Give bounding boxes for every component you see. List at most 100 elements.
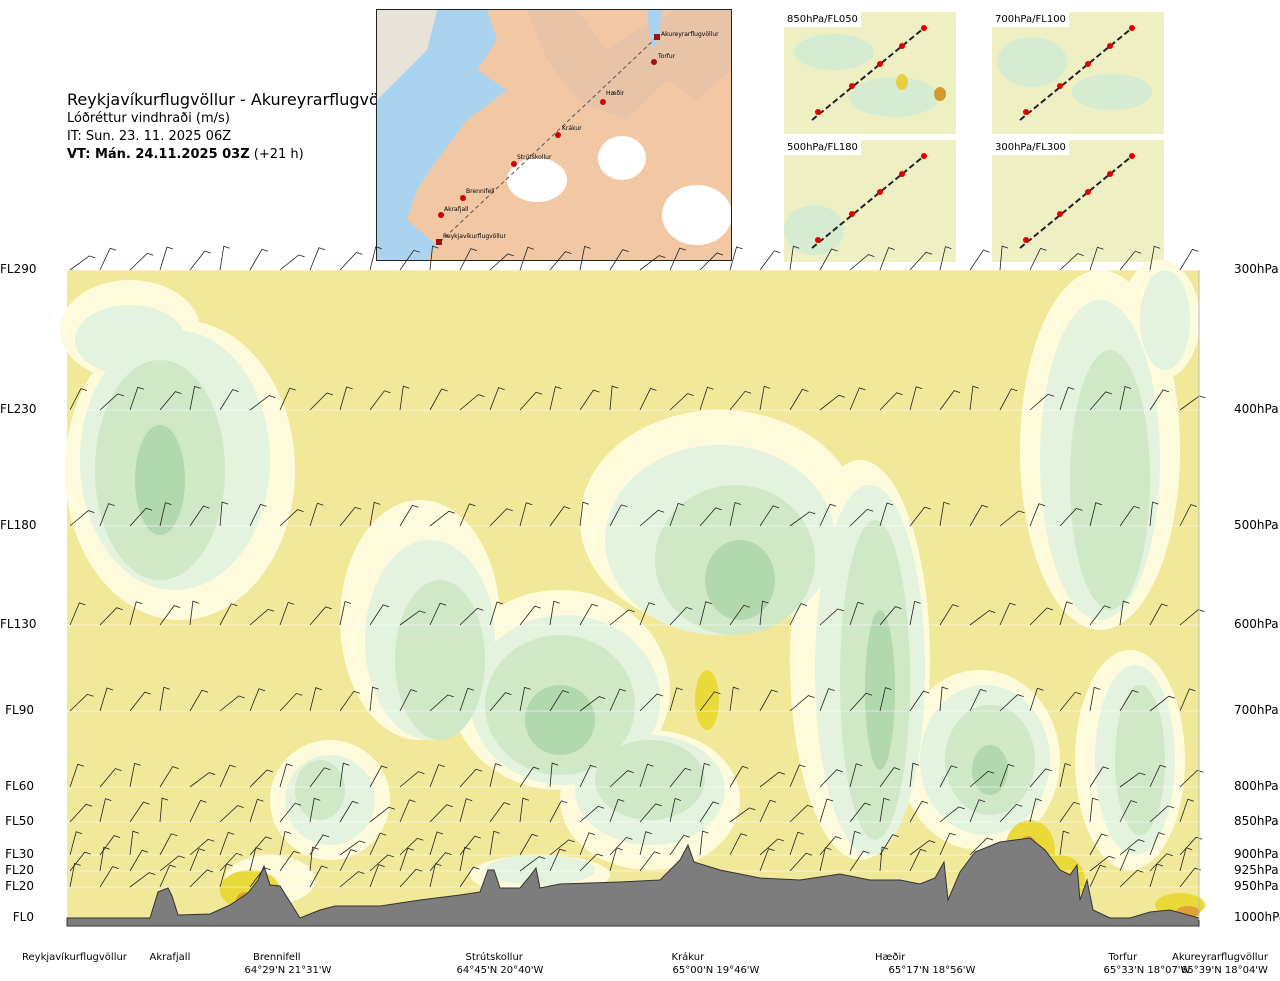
wind-barb: [339, 251, 363, 271]
wind-barb: [969, 799, 986, 823]
location-coordinates: 65°17'N 18°56'W: [888, 965, 976, 976]
wind-barb: [1119, 505, 1140, 527]
wind-barb: [1119, 385, 1132, 411]
wind-barb: [909, 251, 933, 271]
wind-barb: [429, 804, 453, 823]
panel-850-map: [784, 12, 956, 134]
wind-barb: [459, 503, 476, 527]
wind-barb: [939, 686, 949, 712]
wind-barb: [639, 509, 665, 527]
wind-barb: [669, 687, 683, 712]
wind-barb: [999, 803, 1023, 823]
wind-barb: [1059, 801, 1080, 823]
wind-barb: [189, 848, 206, 872]
wind-barb: [309, 797, 321, 823]
left-axis-label: FL50: [5, 814, 34, 828]
wind-barb: [1119, 869, 1144, 888]
wind-barb: [279, 509, 304, 527]
left-axis-label: FL130: [0, 617, 37, 631]
wind-barb: [1089, 605, 1111, 626]
left-axis-label: FL290: [0, 262, 37, 276]
wind-barb: [639, 803, 662, 823]
wind-barb: [399, 868, 423, 888]
wind-barb: [699, 762, 711, 788]
wind-barb: [819, 688, 835, 712]
wind-barb: [399, 847, 414, 872]
wind-barb: [999, 388, 1018, 411]
wind-barb: [129, 830, 140, 856]
lead-time: (+21 h): [253, 147, 304, 162]
wind-barb: [939, 604, 959, 626]
wind-barb: [759, 600, 769, 626]
wind-barb: [729, 501, 742, 527]
wind-barb: [99, 835, 121, 856]
right-axis-label: 850hPa: [1234, 814, 1279, 828]
wind-barb: [1149, 805, 1174, 823]
route-points: [436, 34, 660, 245]
wind-barb: [309, 767, 331, 788]
wind-barb: [339, 871, 365, 888]
wind-barb: [789, 603, 808, 626]
right-axis-label: 800hPa: [1234, 779, 1279, 793]
wind-barb: [759, 838, 784, 856]
wind-barb: [69, 602, 86, 626]
location-name: Reykjavíkurflugvöllur: [22, 952, 127, 963]
map-point-haedir: [600, 99, 606, 105]
wind-barb: [699, 830, 709, 856]
wind-barb: [519, 766, 540, 788]
wind-barb: [579, 805, 605, 823]
parameter-label: Lóðréttur vindhraði (m/s): [67, 111, 230, 126]
left-axis-label: FL30: [5, 847, 34, 861]
wind-barb: [759, 771, 786, 788]
left-axis-label: FL20: [5, 879, 34, 893]
wind-barb: [159, 797, 169, 823]
wind-barb: [369, 864, 385, 888]
wind-barb: [369, 246, 382, 271]
wind-barb: [489, 508, 513, 527]
map-point-reykjavik: [436, 239, 442, 245]
wind-barb: [759, 848, 775, 872]
wind-barb: [129, 386, 144, 411]
wind-barb: [669, 393, 694, 411]
wind-barb: [399, 689, 418, 712]
wind-barb: [339, 840, 366, 856]
wind-barb: [369, 390, 391, 411]
wind-barb: [339, 506, 362, 527]
wind-barb: [369, 686, 379, 712]
wind-barb: [849, 763, 863, 788]
wind-barb: [759, 505, 780, 527]
wind-barb: [489, 802, 511, 823]
wind-barb: [69, 851, 91, 872]
wind-barb: [669, 247, 686, 271]
wind-barb: [489, 763, 502, 788]
wind-barb: [249, 847, 262, 872]
wind-barb: [399, 799, 416, 823]
map-label-akureyri: Akureyrarflugvöllur: [661, 31, 719, 38]
wind-barb: [639, 851, 661, 872]
right-axis-label: 700hPa: [1234, 703, 1279, 717]
wind-barb: [399, 610, 426, 626]
wind-barb: [939, 246, 952, 271]
wind-barb: [189, 838, 215, 856]
wind-barb: [69, 388, 88, 411]
wind-barb: [879, 687, 892, 712]
wind-barb: [579, 853, 604, 872]
wind-barb: [669, 502, 685, 527]
wind-barb: [1059, 601, 1073, 626]
wind-barb: [1119, 848, 1136, 872]
wind-barb: [399, 249, 420, 271]
map-label-haedir: Hæðir: [606, 90, 625, 97]
wind-barb: [459, 768, 483, 788]
wind-barb: [309, 247, 326, 271]
location-name: Akrafjall: [149, 952, 191, 963]
wind-barb: [1089, 864, 1107, 888]
wind-barb: [219, 764, 236, 788]
wind-barb: [249, 688, 266, 712]
wind-barb: [219, 805, 244, 823]
map-label-akrafjall: Akrafjall: [444, 206, 469, 213]
wind-barb: [219, 852, 243, 872]
wind-barb: [1029, 503, 1046, 527]
wind-barb: [999, 694, 1024, 712]
wind-barb: [309, 392, 334, 411]
wind-barb: [609, 847, 623, 872]
